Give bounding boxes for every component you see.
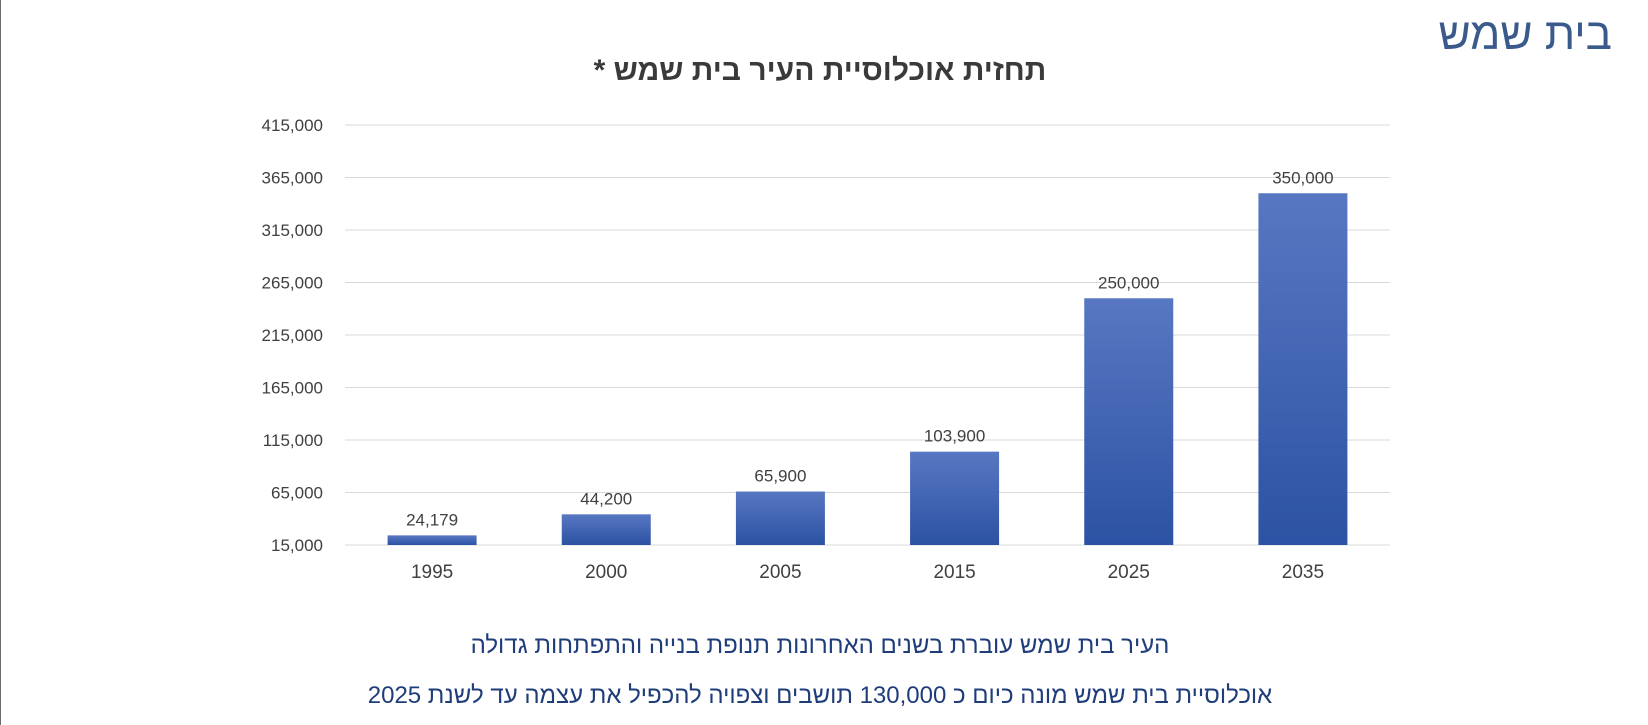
caption-line-1: העיר בית שמש עוברת בשנים האחרונות תנופת … (470, 632, 1170, 659)
bars (387, 193, 1348, 545)
slide-title: בית שמש (1438, 10, 1612, 59)
bar-2015 (910, 451, 1000, 545)
bar-2025 (1084, 298, 1174, 545)
caption-line-2: אוכלוסיית בית שמש מונה כיום כ 130,000 תו… (367, 682, 1273, 709)
data-label-2035: 350,000 (1272, 168, 1333, 187)
bar-1995 (387, 535, 477, 545)
chart-title: תחזית אוכלוסיית העיר בית שמש * (593, 54, 1047, 87)
y-tick-label: 15,000 (271, 536, 323, 555)
bar-2035 (1258, 193, 1348, 545)
x-axis-tick-labels: 1995 2000 2005 2015 2025 2035 (411, 562, 1324, 583)
data-label-2000: 44,200 (580, 489, 632, 508)
y-tick-label: 265,000 (262, 274, 323, 293)
gridlines (345, 124, 1390, 546)
y-tick-label: 415,000 (262, 116, 323, 135)
y-tick-label: 315,000 (262, 221, 323, 240)
y-tick-label: 65,000 (271, 484, 323, 503)
data-label-2005: 65,900 (754, 467, 806, 486)
bar-2005 (735, 491, 825, 545)
y-tick-label: 115,000 (263, 431, 323, 450)
data-label-2015: 103,900 (924, 427, 985, 446)
data-label-2025: 250,000 (1098, 273, 1159, 292)
x-tick-label-1995: 1995 (411, 562, 453, 583)
x-tick-label-2015: 2015 (933, 562, 975, 583)
x-tick-label-2005: 2005 (759, 562, 801, 583)
left-border (0, 0, 1, 725)
x-tick-label-2025: 2025 (1108, 562, 1150, 583)
y-tick-label: 165,000 (262, 379, 323, 398)
x-tick-label-2000: 2000 (585, 562, 627, 583)
y-tick-label: 215,000 (262, 326, 323, 345)
x-tick-label-2035: 2035 (1282, 562, 1324, 583)
population-bar-chart: 15,000 65,000 115,000 165,000 215,000 265,000… (262, 116, 1390, 583)
data-labels: 24,179 44,200 65,900 103,900 250,000 350,000 (406, 168, 1334, 529)
y-axis-tick-labels: 15,000 65,000 115,000 165,000 215,000 265,000… (262, 116, 323, 555)
data-label-1995: 24,179 (406, 510, 458, 529)
bar-2000 (561, 514, 651, 545)
y-tick-label: 365,000 (262, 169, 323, 188)
